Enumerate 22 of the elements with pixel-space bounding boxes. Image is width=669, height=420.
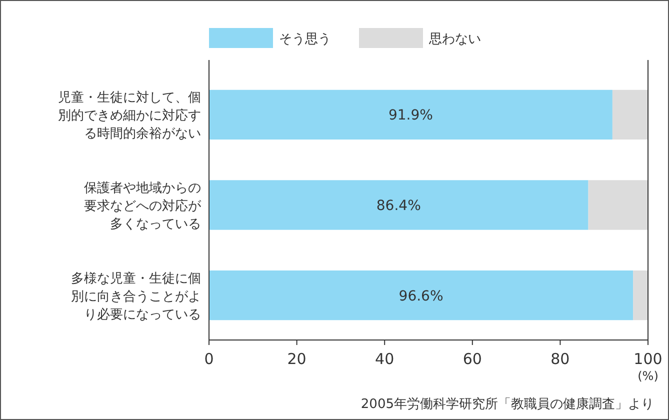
- data-label: 86.4%: [376, 198, 421, 214]
- bar: [209, 90, 612, 140]
- bar: [209, 270, 634, 320]
- x-tick-label: 100: [634, 350, 662, 368]
- x-tick-label: 80: [550, 350, 570, 368]
- bar: [612, 90, 648, 140]
- y-tick-label: 保護者や地域からの要求などへの対応が多くなっている: [84, 181, 202, 232]
- bar: [588, 180, 648, 230]
- x-tick-label: 20: [287, 350, 306, 368]
- x-tick-label: 40: [375, 350, 394, 368]
- legend-label: 思わない: [428, 32, 481, 47]
- bar: [633, 270, 648, 320]
- data-label: 91.9%: [388, 108, 433, 124]
- x-tick-label: 60: [462, 350, 482, 368]
- x-tick-label: 0: [204, 350, 214, 368]
- data-label: 96.6%: [398, 288, 444, 304]
- bar: [209, 180, 588, 230]
- x-axis-title: (%): [638, 369, 658, 383]
- legend-label: そう思う: [279, 32, 331, 47]
- y-tick-label: 多様な児童・生徒に個別に向き合うことがより必要になっている: [71, 270, 201, 322]
- text: 2005年労働科学研究所「教職員の健康調査」より: [360, 397, 654, 412]
- y-tick-label: 児童・生徒に対して、個別的できめ細かに対応する時間的余裕がない: [58, 90, 201, 142]
